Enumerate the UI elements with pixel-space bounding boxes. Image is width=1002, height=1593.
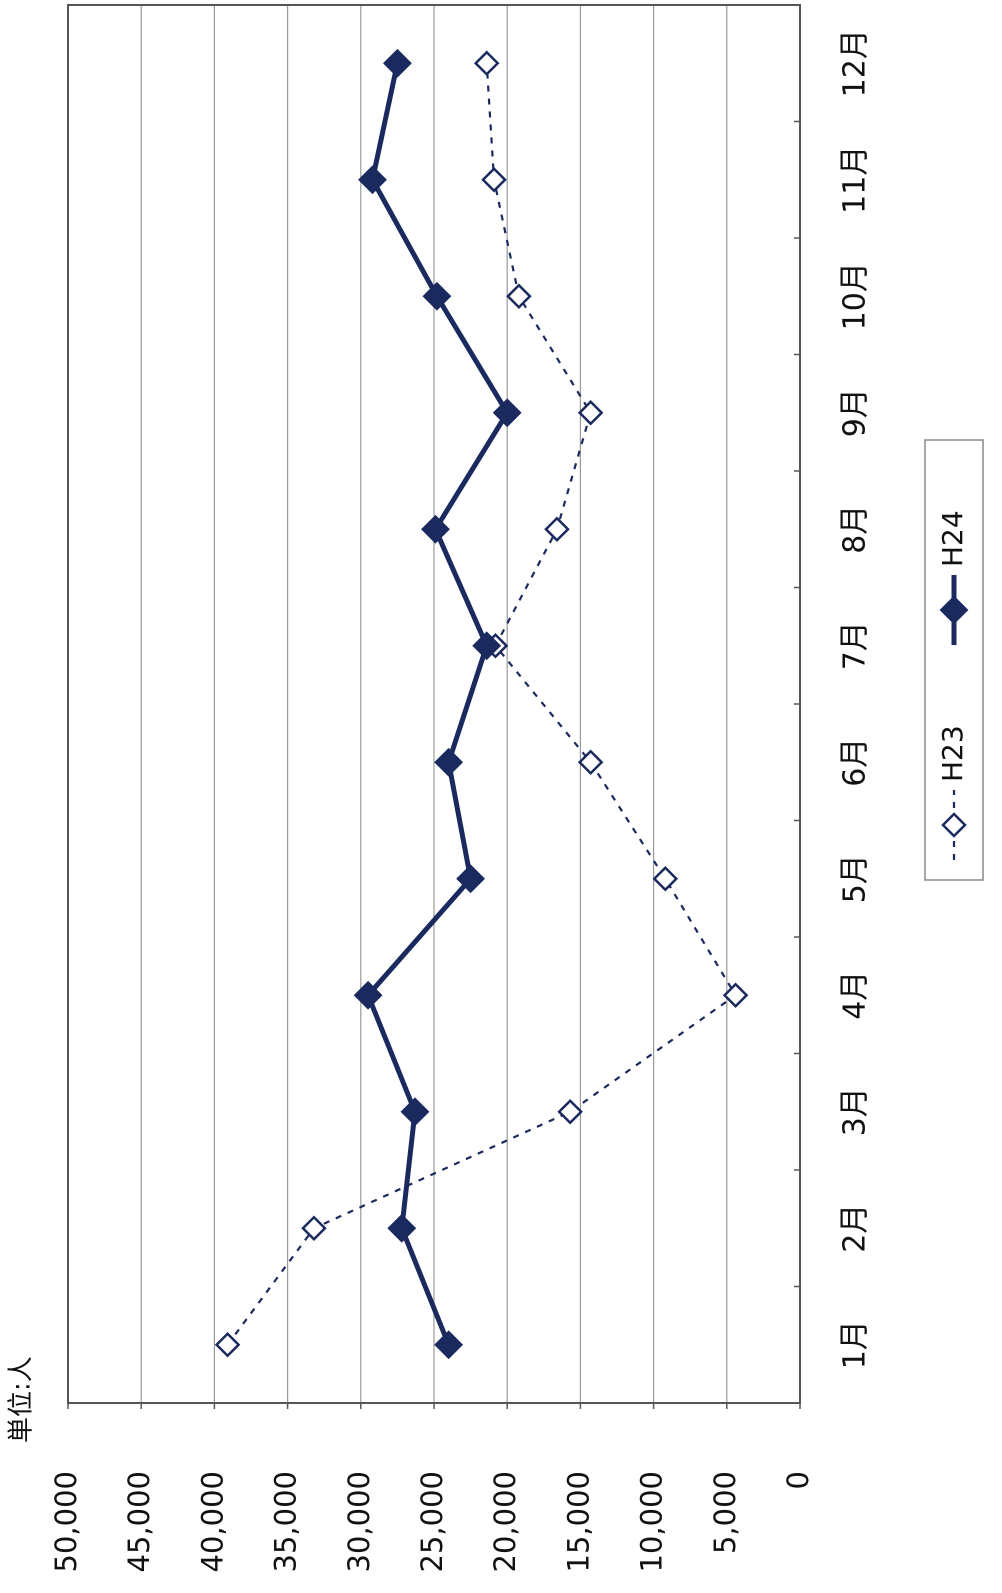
x-tick-label: 5月 xyxy=(838,854,873,903)
marker xyxy=(652,865,679,892)
marker xyxy=(421,514,450,544)
marker xyxy=(577,399,604,426)
x-tick-label: 12月 xyxy=(838,29,873,97)
marker xyxy=(492,398,522,428)
x-tick-label: 11月 xyxy=(838,146,873,214)
y-tick-label: 15,000 xyxy=(561,1471,595,1572)
marker xyxy=(434,747,464,777)
marker xyxy=(939,595,969,625)
y-tick-label: 5,000 xyxy=(708,1471,742,1554)
marker xyxy=(400,1097,430,1127)
marker xyxy=(941,812,967,838)
series-line xyxy=(365,62,510,1346)
marker xyxy=(481,166,507,193)
y-tick-label: 50,000 xyxy=(49,1471,83,1572)
unit-label: 単位:人 xyxy=(7,1356,37,1443)
legend: H23 H24 xyxy=(924,439,984,881)
marker xyxy=(473,50,500,77)
marker xyxy=(422,281,452,311)
y-tick-label: 45,000 xyxy=(122,1471,156,1572)
x-tick-label: 2月 xyxy=(838,1204,873,1253)
x-tick-label: 6月 xyxy=(838,738,873,787)
x-tick-label: 8月 xyxy=(838,505,873,554)
marker xyxy=(353,980,383,1010)
marker xyxy=(382,48,412,78)
x-tick-label: 4月 xyxy=(838,971,873,1020)
y-tick-label: 10,000 xyxy=(635,1471,669,1572)
marker xyxy=(358,165,387,195)
marker xyxy=(301,1215,327,1242)
marker xyxy=(544,516,570,543)
legend-box xyxy=(924,439,984,881)
rotated-chart: 単位:人 0 5,000 10,000 15,000 20,000 25,000 30,00… xyxy=(7,4,984,1572)
legend-label: H24 xyxy=(936,510,969,567)
series-line xyxy=(226,63,737,1346)
marker xyxy=(577,749,604,776)
x-tick-label: 3月 xyxy=(838,1087,873,1136)
marker xyxy=(506,283,532,310)
y-tick-label: 20,000 xyxy=(488,1471,522,1572)
marker xyxy=(214,1331,241,1358)
legend-label: H23 xyxy=(936,725,969,782)
marker xyxy=(387,1213,417,1243)
y-tick-label: 30,000 xyxy=(342,1471,376,1572)
x-tick-label: 10月 xyxy=(838,262,873,330)
marker xyxy=(722,982,749,1009)
marker xyxy=(472,631,502,661)
marker xyxy=(434,1330,464,1360)
marker xyxy=(456,864,486,894)
x-tick-label: 9月 xyxy=(838,388,873,437)
marker xyxy=(557,1098,583,1125)
x-tick-label: 7月 xyxy=(838,621,873,670)
y-tick-label: 40,000 xyxy=(195,1471,229,1572)
x-tick-label: 1月 xyxy=(838,1320,873,1369)
y-tick-label: 0 xyxy=(781,1471,815,1489)
y-tick-label: 35,000 xyxy=(269,1471,303,1572)
y-tick-label: 25,000 xyxy=(415,1471,449,1572)
